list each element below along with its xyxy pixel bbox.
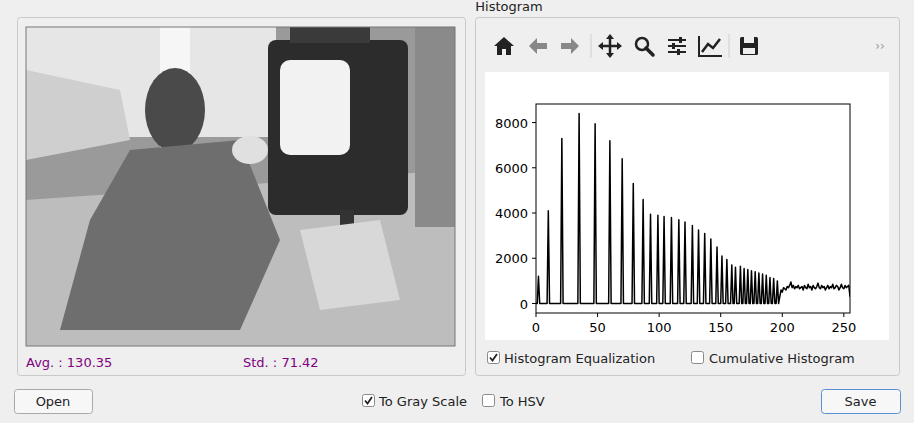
checkbox-label[interactable]: To Gray Scale: [378, 394, 467, 409]
rect: [677, 49, 680, 55]
configure-button[interactable]: [668, 37, 686, 55]
x-tick: [659, 313, 660, 317]
path: [702, 39, 720, 52]
x-tick-label: 200: [770, 320, 795, 335]
window-title: Histogram: [475, 0, 542, 14]
photo-stove-top: [290, 27, 370, 43]
equalization-checkbox[interactable]: [488, 352, 500, 364]
x-tick: [843, 313, 844, 317]
photo-pillow: [26, 70, 130, 160]
y-tick-label: 0: [520, 297, 528, 312]
checkbox-label[interactable]: Histogram Equalization: [504, 351, 655, 366]
axes-button[interactable]: [699, 36, 722, 56]
y-tick: [532, 213, 536, 214]
path: [699, 36, 722, 56]
rect: [679, 37, 682, 43]
polygon: [494, 37, 514, 55]
button-body[interactable]: [822, 390, 901, 414]
checkbox-box[interactable]: [488, 352, 500, 364]
figure-canvas: [485, 72, 889, 340]
polygon: [561, 38, 579, 54]
y-tick: [532, 167, 536, 168]
save-figure-button[interactable]: [740, 37, 758, 55]
checkbox-label[interactable]: To HSV: [499, 394, 545, 409]
photo-border: [26, 27, 455, 346]
rect: [744, 37, 754, 43]
toolbar: ››: [494, 34, 885, 58]
title-background: [470, 0, 548, 15]
window-background: [0, 0, 914, 423]
x-tick-label: 250: [831, 320, 856, 335]
photo-cup: [232, 136, 268, 164]
x-tick: [720, 313, 721, 317]
photo-body: [60, 140, 280, 330]
forward-button[interactable]: [561, 38, 579, 54]
y-tick-label: 2000: [495, 251, 528, 266]
photo-wood: [300, 220, 400, 310]
checkbox-check: [365, 397, 372, 404]
toolbar-overflow[interactable]: ››: [875, 39, 885, 53]
pan-button[interactable]: [598, 34, 622, 58]
photo-base: [26, 27, 455, 346]
chart-frame: [476, 18, 900, 376]
back-button[interactable]: [529, 38, 547, 54]
photo-stove: [268, 40, 408, 215]
x-tick-label: 150: [708, 320, 733, 335]
std-label: Std. : 71.42: [243, 355, 319, 370]
checkbox-label[interactable]: Cumulative Histogram: [709, 351, 855, 366]
checkbox-box[interactable]: [692, 352, 704, 364]
polygon: [598, 42, 603, 50]
rect: [743, 48, 755, 54]
y-tick-label: 4000: [495, 206, 528, 221]
x-tick: [536, 313, 537, 317]
y-tick-label: 8000: [495, 116, 528, 131]
open-button[interactable]: Open: [15, 390, 93, 414]
axes: 0 50 100 150 200 250 0 2000 4000 6000 8000: [495, 104, 856, 335]
toolbar-separator: [591, 34, 592, 58]
path: [646, 48, 653, 55]
button-label[interactable]: Save: [845, 394, 877, 409]
y-tick-label: 6000: [495, 161, 528, 176]
avg-label: Avg. : 130.35: [26, 355, 112, 370]
polygon: [606, 53, 614, 58]
y-tick: [532, 122, 536, 123]
home-button[interactable]: [494, 37, 514, 55]
save-button[interactable]: Save: [822, 390, 901, 414]
photo-brick: [415, 27, 455, 227]
histogram-line: [536, 114, 850, 304]
screen: Histogram Avg. : 130.35 Std. : 71.42 ›› 0 50 1…: [0, 0, 914, 423]
x-tick: [782, 313, 783, 317]
y-tick: [532, 303, 536, 304]
cumulative-checkbox[interactable]: [692, 352, 704, 364]
toolbar-separator: [729, 34, 730, 58]
button-body[interactable]: [15, 390, 93, 414]
x-tick-label: 50: [589, 320, 606, 335]
rect: [740, 37, 758, 55]
plot-area: [536, 114, 850, 304]
button-label[interactable]: Open: [36, 394, 71, 409]
x-tick-label: 0: [532, 320, 540, 335]
x-tick-label: 100: [647, 320, 672, 335]
axes-frame: [536, 104, 850, 313]
polygon: [529, 38, 547, 54]
photo-head: [145, 68, 205, 152]
photo-stove-fire: [280, 60, 350, 155]
checkbox-box[interactable]: [363, 395, 375, 407]
hsv-checkbox[interactable]: [483, 395, 495, 407]
zoom-button[interactable]: [636, 38, 653, 55]
image-frame: [18, 18, 466, 376]
rect: [672, 43, 675, 49]
x-tick: [597, 313, 598, 317]
photo: [26, 27, 455, 346]
checkbox-box[interactable]: [483, 395, 495, 407]
gray-scale-checkbox[interactable]: [363, 395, 375, 407]
polygon: [617, 42, 622, 50]
checkbox-check: [490, 354, 497, 361]
polygon: [606, 34, 614, 39]
y-tick: [532, 258, 536, 259]
